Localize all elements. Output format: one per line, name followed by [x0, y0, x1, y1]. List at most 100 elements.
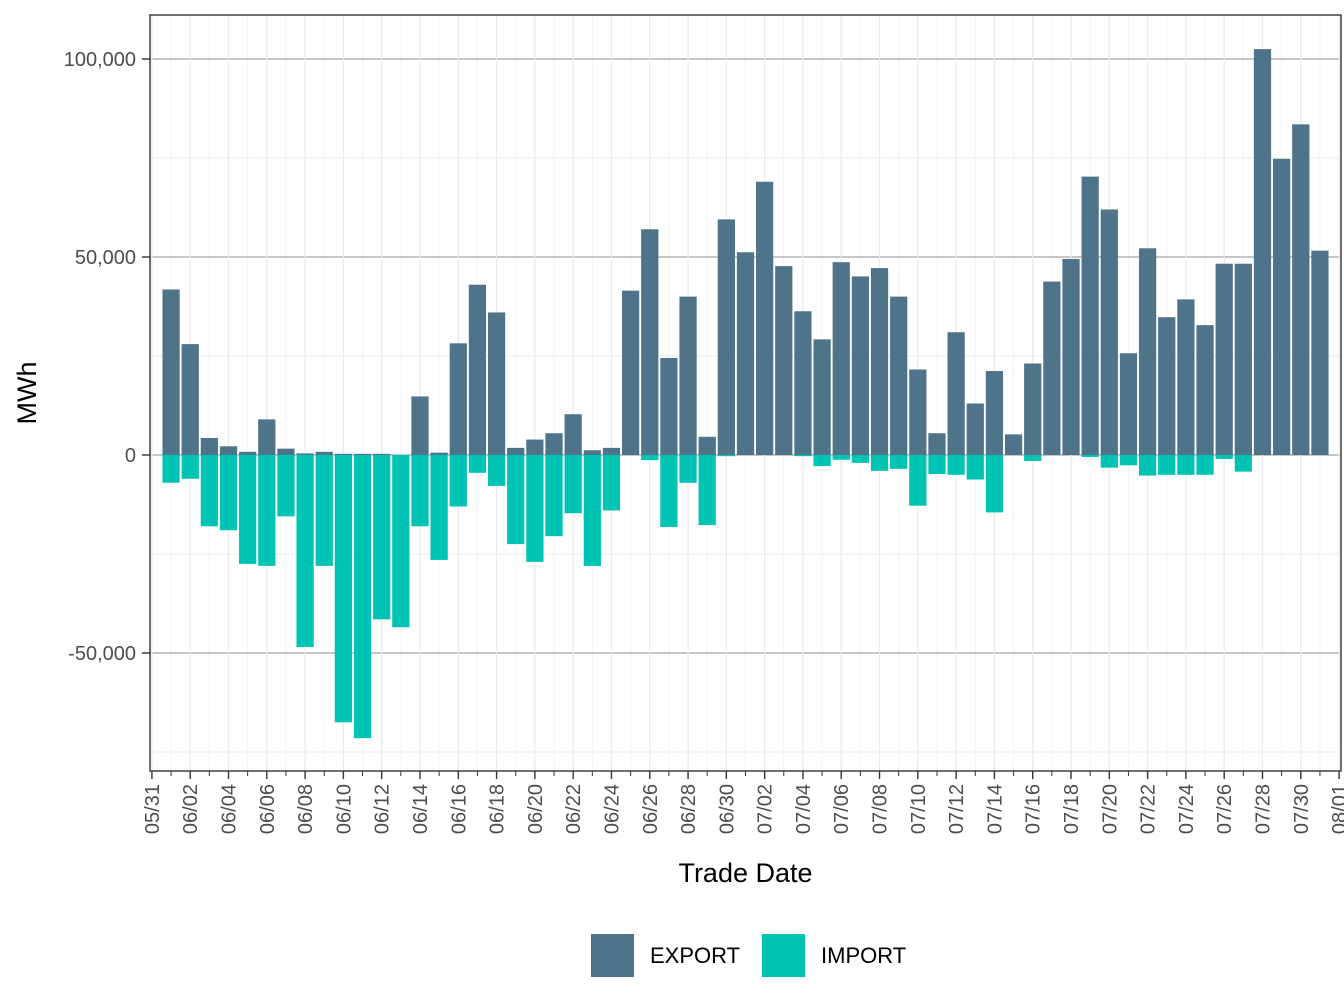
import-bar-06-09: [315, 455, 333, 566]
import-bar-07-08: [870, 455, 889, 471]
x-tick-label: 06/20: [525, 784, 547, 834]
import-bars: [162, 455, 1252, 739]
import-bar-06-22: [564, 455, 582, 514]
legend-key-export: [591, 934, 634, 977]
import-bar-06-01: [162, 455, 180, 483]
x-axis-title: Trade Date: [678, 858, 812, 888]
export-bar-07-17: [1043, 281, 1061, 455]
y-tick-label: 100,000: [64, 49, 136, 71]
import-bar-06-10: [334, 455, 353, 723]
export-bars: [162, 49, 1329, 456]
export-bar-07-14: [985, 371, 1004, 455]
export-bar-07-23: [1158, 317, 1176, 455]
import-bar-06-17: [468, 455, 487, 473]
legend-label-export: EXPORT: [650, 943, 740, 968]
x-tick-label: 07/20: [1099, 784, 1121, 834]
import-bar-07-11: [928, 455, 946, 475]
export-bar-07-04: [794, 311, 812, 455]
import-bar-06-03: [200, 455, 218, 527]
import-bar-07-20: [1100, 455, 1118, 468]
export-bar-07-28: [1253, 49, 1272, 455]
import-bar-06-02: [181, 455, 199, 479]
export-bar-07-25: [1196, 325, 1214, 455]
import-bar-07-24: [1177, 455, 1195, 475]
import-bar-06-21: [545, 455, 563, 537]
import-bar-06-14: [411, 455, 429, 527]
y-tick-label: -50,000: [68, 643, 136, 665]
import-bar-07-13: [966, 455, 984, 480]
export-bar-06-09: [315, 451, 333, 455]
x-tick-label: 07/28: [1252, 784, 1274, 834]
import-bar-07-12: [947, 455, 965, 475]
x-tick-label: 06/14: [410, 784, 432, 834]
export-bar-07-09: [890, 296, 908, 455]
import-bar-07-10: [909, 455, 927, 506]
export-bar-06-11: [353, 453, 372, 455]
legend-key-import: [762, 934, 805, 977]
export-bar-06-12: [373, 453, 391, 455]
import-bar-07-21: [1119, 455, 1138, 466]
export-bar-06-01: [162, 289, 180, 455]
x-tick-label: 06/30: [716, 784, 738, 834]
import-bar-07-14: [985, 455, 1004, 513]
x-tick-label: 07/02: [755, 784, 777, 834]
y-tick-label: 50,000: [75, 247, 136, 269]
x-tick-label: 06/16: [448, 784, 470, 834]
export-bar-07-02: [756, 181, 774, 455]
export-bar-07-24: [1177, 299, 1195, 455]
x-tick-label: 07/06: [831, 784, 853, 834]
import-bar-06-13: [392, 455, 410, 628]
export-bar-06-10: [334, 453, 353, 455]
export-bar-07-13: [966, 403, 984, 455]
export-bar-06-23: [583, 450, 601, 455]
x-tick-label: 06/06: [257, 784, 279, 834]
import-bar-06-05: [239, 455, 257, 564]
x-tick-label: 07/22: [1138, 784, 1160, 834]
x-tick-label: 07/18: [1061, 784, 1083, 834]
export-bar-06-03: [200, 437, 218, 455]
export-bar-06-06: [258, 419, 276, 455]
export-bar-06-26: [641, 229, 659, 455]
export-bar-07-21: [1119, 353, 1138, 455]
export-bar-07-20: [1100, 209, 1118, 455]
x-tick-label: 07/24: [1176, 784, 1198, 834]
export-bar-07-15: [1004, 434, 1023, 455]
import-bar-07-23: [1158, 455, 1176, 475]
x-tick-label: 07/14: [984, 784, 1006, 834]
export-bar-06-27: [660, 357, 678, 455]
x-tick-label: 07/26: [1214, 784, 1236, 834]
import-bar-06-23: [583, 455, 601, 566]
export-bar-06-29: [698, 436, 716, 455]
x-tick-label: 07/30: [1291, 784, 1313, 834]
x-tick-label: 08/01: [1329, 784, 1344, 834]
import-bar-06-06: [258, 455, 276, 566]
export-bar-07-18: [1062, 258, 1080, 455]
import-bar-06-29: [698, 455, 716, 526]
export-bar-06-07: [277, 448, 295, 455]
export-bar-07-19: [1081, 176, 1099, 455]
export-bar-07-29: [1273, 158, 1291, 456]
export-bar-07-10: [909, 369, 927, 455]
export-bar-06-20: [526, 439, 544, 455]
x-tick-label: 07/12: [946, 784, 968, 834]
export-bar-07-03: [775, 266, 793, 455]
export-bar-07-05: [813, 339, 831, 455]
x-tick-label: 06/02: [180, 784, 202, 834]
export-bar-06-28: [679, 296, 697, 455]
x-tick-label: 06/04: [219, 784, 241, 834]
export-bar-07-26: [1215, 263, 1233, 455]
x-tick-label: 06/28: [678, 784, 700, 834]
export-bar-06-30: [717, 219, 735, 455]
export-bar-06-25: [621, 290, 640, 455]
export-bar-06-02: [181, 344, 199, 455]
x-axis: 05/31 06/02 06/04 06/06 06/08 06/10 06/12 06/14…: [142, 771, 1344, 834]
export-bar-06-08: [296, 453, 314, 455]
import-bar-06-12: [373, 455, 391, 620]
import-bar-06-07: [277, 455, 295, 517]
export-bar-06-17: [468, 284, 487, 455]
export-bar-07-22: [1138, 248, 1157, 455]
export-bar-06-24: [602, 447, 621, 455]
x-tick-label: 06/18: [487, 784, 509, 834]
export-bar-06-22: [564, 414, 582, 455]
import-bar-06-18: [487, 455, 506, 486]
